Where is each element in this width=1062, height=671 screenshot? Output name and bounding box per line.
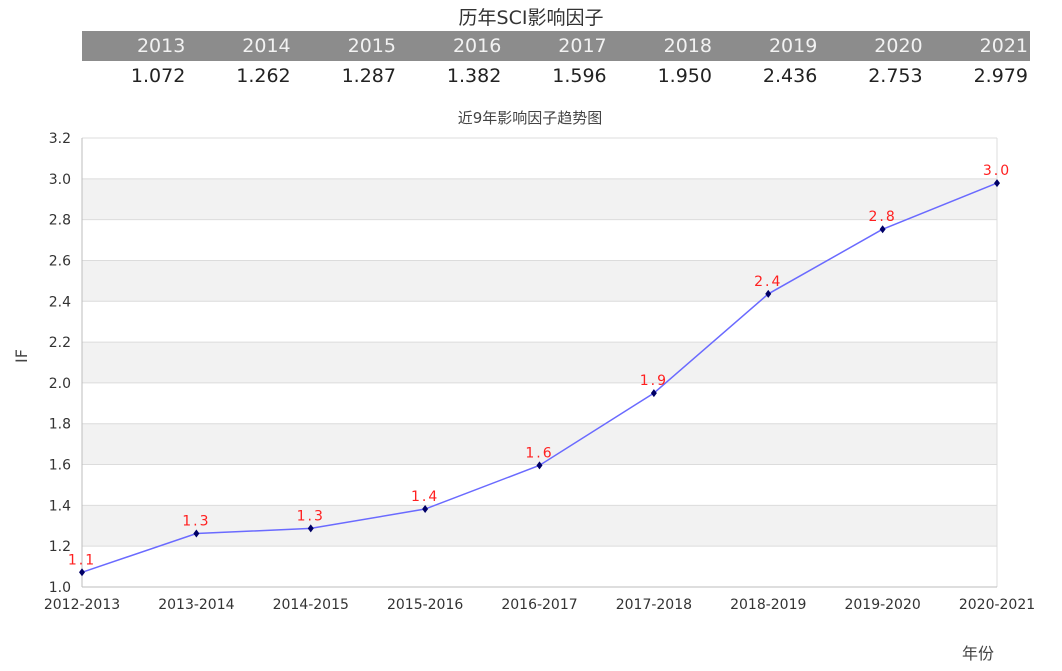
series-line bbox=[79, 179, 1000, 577]
x-tick-label: 2019-2020 bbox=[844, 597, 920, 613]
year-cell: 2015 bbox=[292, 31, 398, 61]
data-label: 2.8 bbox=[868, 209, 896, 225]
year-cell: 2014 bbox=[187, 31, 293, 61]
x-tick-label: 2016-2017 bbox=[501, 597, 577, 613]
data-point bbox=[307, 524, 314, 533]
y-tick-label: 2.0 bbox=[49, 376, 71, 392]
value-cell: 1.287 bbox=[292, 61, 398, 91]
data-label: 3.0 bbox=[983, 163, 1011, 179]
grid-band bbox=[82, 260, 997, 302]
data-label: 2.4 bbox=[754, 274, 782, 290]
year-cell: 2017 bbox=[503, 31, 609, 61]
year-cell: 2013 bbox=[82, 31, 188, 61]
year-cell: 2021 bbox=[924, 31, 1030, 61]
data-labels: 1.1 1.3 1.3 1.4 1.6 1.9 2.4 2.8 3.0 bbox=[68, 163, 1011, 568]
y-tick-label: 2.4 bbox=[49, 294, 71, 310]
x-axis-label: 年份 bbox=[962, 644, 994, 663]
value-cell: 2.753 bbox=[819, 61, 925, 91]
plot-bands bbox=[82, 178, 997, 547]
y-tick-label: 2.2 bbox=[49, 335, 71, 351]
data-point bbox=[193, 529, 200, 538]
plot-axes bbox=[81, 138, 998, 588]
grid-band bbox=[82, 505, 997, 547]
x-tick-label: 2014-2015 bbox=[273, 597, 349, 613]
y-tick-label: 1.8 bbox=[49, 417, 71, 433]
year-cell: 2016 bbox=[397, 31, 504, 61]
y-tick-label: 1.4 bbox=[49, 498, 71, 514]
table-title: 历年SCI影响因子 bbox=[458, 7, 604, 29]
data-point bbox=[765, 289, 772, 298]
x-tick-label: 2015-2016 bbox=[387, 597, 463, 613]
value-cell: 2.979 bbox=[924, 61, 1030, 91]
y-tick-label: 3.2 bbox=[49, 131, 71, 147]
impact-factor-table: 2013 2014 2015 2016 2017 2018 2019 2020 2021 1.0… bbox=[82, 31, 1030, 91]
x-tick-label: 2017-2018 bbox=[616, 597, 692, 613]
year-cell: 2019 bbox=[713, 31, 820, 61]
data-label: 1.6 bbox=[525, 445, 553, 461]
trend-chart: 近9年影响因子趋势图 1.0 1.2 1.4 1.6 1.8 2.0 2.2 2.4 2.6 2.… bbox=[12, 109, 1035, 663]
x-tick-label: 2018-2019 bbox=[730, 597, 806, 613]
data-point bbox=[536, 461, 543, 470]
data-label: 1.4 bbox=[411, 489, 439, 505]
value-cell: 1.262 bbox=[187, 61, 293, 91]
value-cell: 1.950 bbox=[608, 61, 714, 91]
data-point bbox=[79, 568, 85, 577]
data-label: 1.1 bbox=[68, 552, 96, 568]
x-tick-label: 2020-2021 bbox=[959, 597, 1035, 613]
grid-band bbox=[82, 178, 997, 220]
data-label: 1.9 bbox=[640, 373, 668, 389]
y-tick-label: 1.6 bbox=[49, 458, 71, 474]
data-point bbox=[994, 179, 1000, 188]
x-tick-labels: 2012-2013 2013-2014 2014-2015 2015-2016 2016… bbox=[44, 597, 1035, 613]
value-row: 1.072 1.262 1.287 1.382 1.596 1.950 2.436 2.753… bbox=[82, 61, 1030, 91]
plot-grid bbox=[82, 137, 997, 588]
value-cell: 2.436 bbox=[713, 61, 820, 91]
data-point bbox=[422, 505, 429, 514]
value-cell: 1.596 bbox=[503, 61, 609, 91]
chart-title: 近9年影响因子趋势图 bbox=[458, 109, 603, 127]
x-tick-label: 2012-2013 bbox=[44, 597, 120, 613]
data-point bbox=[650, 389, 657, 398]
y-tick-labels: 1.0 1.2 1.4 1.6 1.8 2.0 2.2 2.4 2.6 2.8 3.0 3.2 bbox=[49, 131, 71, 596]
value-cell: 1.382 bbox=[397, 61, 504, 91]
y-tick-label: 2.8 bbox=[49, 213, 71, 229]
year-cell: 2018 bbox=[608, 31, 714, 61]
grid-band bbox=[82, 423, 997, 465]
value-cell: 1.072 bbox=[82, 61, 188, 91]
y-axis-label: IF bbox=[12, 349, 31, 363]
grid-band bbox=[82, 342, 997, 383]
data-point bbox=[879, 225, 886, 234]
y-tick-label: 1.2 bbox=[49, 539, 71, 555]
y-tick-label: 3.0 bbox=[49, 172, 71, 188]
year-row: 2013 2014 2015 2016 2017 2018 2019 2020 2021 bbox=[82, 31, 1030, 61]
data-label: 1.3 bbox=[297, 508, 325, 524]
y-tick-label: 2.6 bbox=[49, 253, 71, 269]
data-label: 1.3 bbox=[182, 514, 210, 530]
year-cell: 2020 bbox=[819, 31, 925, 61]
y-tick-label: 1.0 bbox=[49, 580, 71, 596]
x-tick-label: 2013-2014 bbox=[158, 597, 234, 613]
